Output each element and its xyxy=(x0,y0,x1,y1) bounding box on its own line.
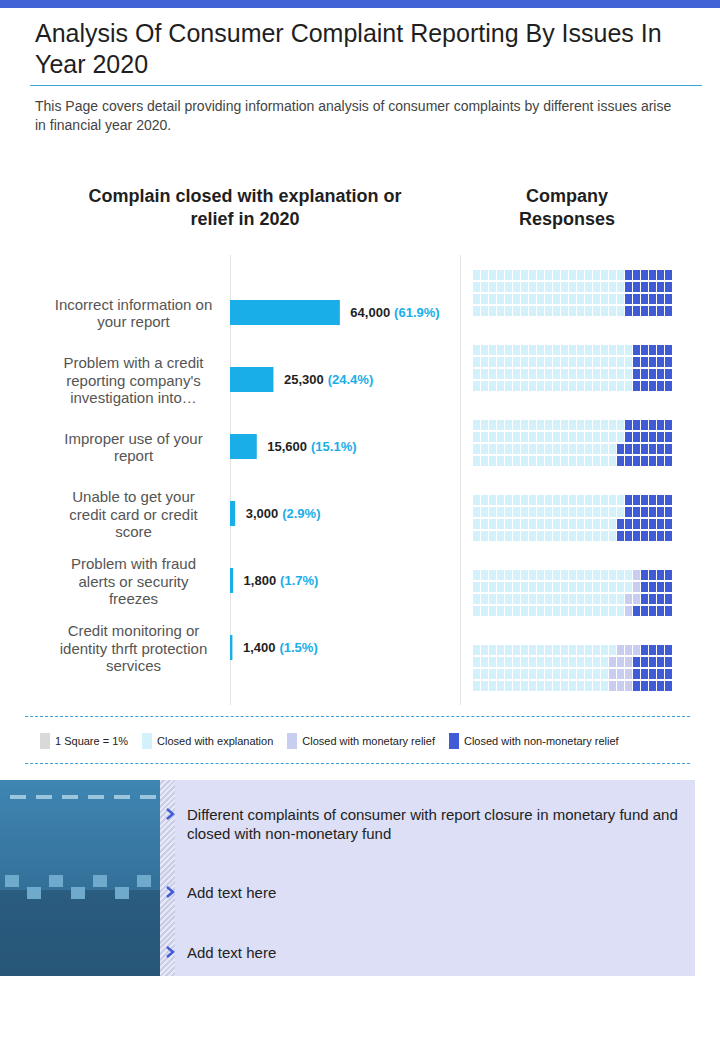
html-text:Add text here: Add text here xyxy=(187,884,277,901)
svg-text:(15.1%): (15.1%) xyxy=(311,439,357,454)
svg-text:(24.4%): (24.4%) xyxy=(328,372,374,387)
html-text:This Page covers detail provid: This Page covers detail providing inform… xyxy=(35,98,672,133)
svg-text:Improper use of yourreport: Improper use of yourreport xyxy=(64,430,202,464)
svg-text:25,300: 25,300 xyxy=(284,372,324,387)
svg-text:Incorrect information onyour r: Incorrect information onyour report xyxy=(55,296,213,330)
svg-text:(61.9%): (61.9%) xyxy=(394,305,440,320)
html-text:1 Square = 1%: 1 Square = 1% xyxy=(55,735,129,747)
html-text:Analysis Of Consumer Complaint: Analysis Of Consumer Complaint Reporting… xyxy=(35,19,662,78)
svg-text:Credit monitoring oridentity t: Credit monitoring oridentity thrft prote… xyxy=(60,622,208,674)
html-text:Add text here: Add text here xyxy=(187,944,277,961)
html-text:Company Responses: Company Responses xyxy=(519,186,615,229)
html-text:Closed with explanation: Closed with explanation xyxy=(157,735,274,747)
svg-text:Problem with a creditreporting: Problem with a creditreporting company's… xyxy=(63,354,204,406)
svg-text:3,000: 3,000 xyxy=(246,506,279,521)
html-text:Complain closed with explanati: Complain closed with explanation or reli… xyxy=(88,186,402,229)
html-text:Closed with monetary relief: Closed with monetary relief xyxy=(302,735,435,747)
svg-text:(1.5%): (1.5%) xyxy=(279,640,317,655)
svg-text:(1.7%): (1.7%) xyxy=(280,573,318,588)
svg-text:15,600: 15,600 xyxy=(267,439,307,454)
svg-text:(2.9%): (2.9%) xyxy=(282,506,320,521)
html-text:Closed with non-monetary relie: Closed with non-monetary relief xyxy=(464,735,619,747)
svg-text:1,400: 1,400 xyxy=(243,640,276,655)
svg-text:Unable to get yourcredit card: Unable to get yourcredit card or credits… xyxy=(69,488,198,540)
svg-text:1,800: 1,800 xyxy=(244,573,277,588)
html-text:Different complaints of consum: Different complaints of consumer with re… xyxy=(187,806,678,842)
svg-text:64,000: 64,000 xyxy=(350,305,390,320)
svg-text:Problem with fraudalerts or se: Problem with fraudalerts or securityfree… xyxy=(71,555,196,607)
